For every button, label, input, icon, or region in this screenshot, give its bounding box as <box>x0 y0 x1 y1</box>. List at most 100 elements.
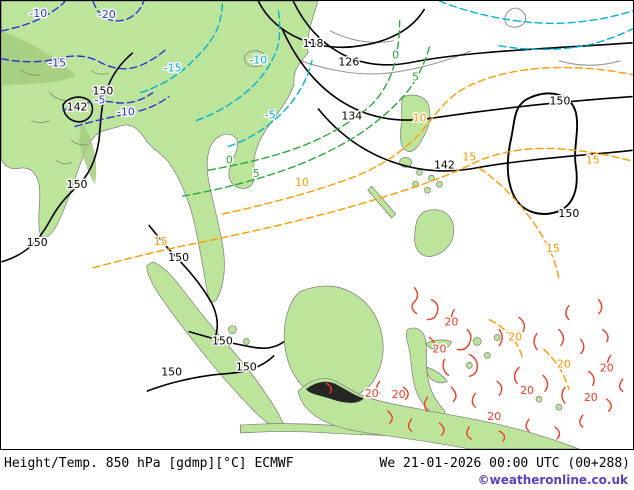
isotherm-label: 0 <box>226 153 233 166</box>
height-contour-label: 150 <box>27 236 48 249</box>
isotherm-0 <box>207 20 401 171</box>
isotherm-label: 20 <box>520 384 534 397</box>
isotherm-cyan-northeast-a <box>438 1 633 24</box>
isotherm-label: 20 <box>444 316 458 329</box>
height-contour-label: 150 <box>212 334 233 347</box>
height-contour-label: 126 <box>338 56 359 69</box>
isotherm-minus10-cyan <box>195 8 281 122</box>
geopotential-height-contours <box>1 1 633 393</box>
isotherm-label: -15 <box>48 57 66 70</box>
mainland-southeast-asia <box>1 1 319 303</box>
isotherm-label: 10 <box>295 176 309 189</box>
contour-142-closed-low <box>62 96 94 123</box>
height-contour-label: 142 <box>67 101 88 114</box>
height-contour-label: 150 <box>549 95 570 108</box>
isotherm-20-red-fragments <box>325 287 624 442</box>
isotherm-20-orange-a <box>488 318 524 361</box>
island-moluccas <box>483 352 491 359</box>
highland-shading <box>79 120 97 185</box>
height-contour-label: 150 <box>67 178 88 191</box>
island-visayas <box>436 180 443 188</box>
height-contour-label: 150 <box>161 365 182 378</box>
isotherm-label: 5 <box>253 167 260 180</box>
contour-142 <box>317 108 633 172</box>
isotherm-label: -15 <box>164 62 182 75</box>
height-contour-label: 150 <box>93 85 114 98</box>
isotherm-label: 20 <box>365 387 379 400</box>
isotherm-label: 20 <box>392 388 406 401</box>
isotherm-minus15-cyan <box>140 1 224 94</box>
contour-150-peninsula <box>148 224 218 340</box>
island-moluccas <box>465 362 473 369</box>
isotherm-label: 15 <box>154 235 168 248</box>
caption-bar: Height/Temp. 850 hPa [gdmp][°C] ECMWF We… <box>0 450 634 490</box>
copyright-link[interactable]: ©weatheronline.co.uk <box>477 473 628 487</box>
height-contour-label: 118 <box>303 37 324 50</box>
temperature-isotherms <box>1 1 633 390</box>
isotherm-label: 20 <box>584 391 598 404</box>
isotherm-label: -20 <box>98 8 116 21</box>
isotherm-label: 10 <box>413 111 427 124</box>
isotherm-label: 20 <box>432 342 446 355</box>
isotherm-label: 20 <box>487 410 501 423</box>
isotherm-label: 20 <box>557 357 571 370</box>
island-mindanao <box>414 209 455 257</box>
isotherm-label: 15 <box>546 242 560 255</box>
isotherm-minus10 <box>1 1 66 32</box>
height-contour-label: 150 <box>558 207 579 220</box>
isotherm-5 <box>181 46 431 197</box>
island-new-guinea <box>297 378 579 449</box>
isotherm-label: 0 <box>392 49 399 62</box>
isotherm-label: 15 <box>586 153 600 166</box>
terrain-texture <box>21 70 110 165</box>
valid-time-label: We 21-01-2026 00:00 UTC (00+288) <box>379 456 630 471</box>
height-contour-label: 150 <box>236 360 257 373</box>
island-bangka <box>228 325 237 334</box>
island-visayas <box>416 168 423 176</box>
island-north-of-png <box>535 395 543 403</box>
isotherm-20-orange-b <box>543 348 570 390</box>
isotherm-label: -10 <box>29 7 47 20</box>
gray-contour-layer <box>299 7 621 75</box>
island-visayas <box>428 174 435 182</box>
isotherm-10 <box>221 66 633 215</box>
isotherm-15 <box>92 147 633 269</box>
height-contour-label: 134 <box>341 109 362 122</box>
contour-150-south-a <box>146 354 275 393</box>
product-label: Height/Temp. 850 hPa [gdmp][°C] ECMWF <box>4 456 294 471</box>
isotherm-label: 20 <box>600 361 614 374</box>
contour-126 <box>292 1 633 66</box>
new-guinea-mountains <box>306 381 364 403</box>
isotherm-minus10b <box>74 95 170 128</box>
island-belitung <box>242 338 250 345</box>
contour-150-west <box>1 52 134 263</box>
isotherm-label: -10 <box>249 54 267 67</box>
contour-134 <box>281 28 633 121</box>
isotherm-label: 5 <box>412 71 419 84</box>
island-hainan <box>243 50 267 68</box>
isotherm-cyan-northeast-b <box>498 28 633 51</box>
isotherm-label: 20 <box>508 330 522 343</box>
island-halmahera <box>472 337 482 346</box>
island-visayas <box>424 186 431 194</box>
island-palawan <box>367 185 397 219</box>
isotherm-label: -5 <box>95 94 106 107</box>
height-contour-label: 150 <box>168 251 189 264</box>
island-north-of-png <box>555 403 563 411</box>
sulawesi-north-arm <box>424 339 452 350</box>
map-area: 118 126 134 142 142 150 150 150 150 150 150 150 150 1… <box>0 0 634 450</box>
height-contour-label: 142 <box>434 158 455 171</box>
contour-150-south-b <box>188 330 285 349</box>
isotherm-15-dip <box>478 167 560 281</box>
isotherm-label: 15 <box>462 150 476 163</box>
isotherm-minus15 <box>1 48 168 70</box>
isotherm-minus20 <box>92 1 145 22</box>
isotherm-label: -5 <box>265 108 276 121</box>
contour-118 <box>257 1 426 49</box>
isotherm-label: -10 <box>117 105 135 118</box>
isotherm-minus5-cyan <box>227 60 313 148</box>
contour-150-closed-east <box>506 92 579 215</box>
